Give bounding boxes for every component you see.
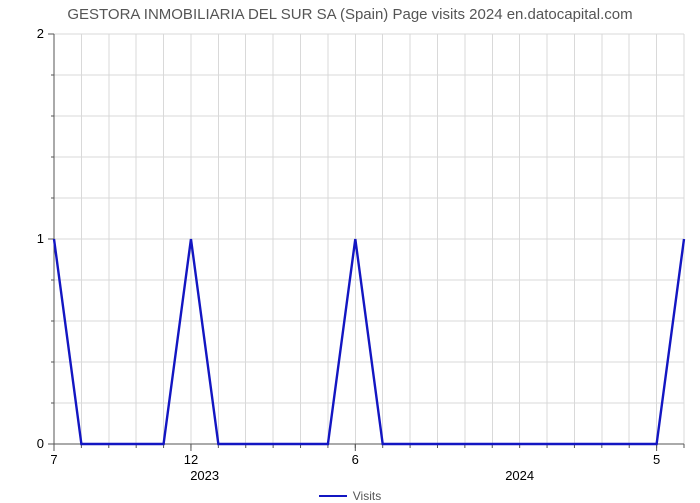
svg-text:2: 2 (37, 26, 44, 41)
legend-label: Visits (353, 489, 381, 503)
visits-line (54, 239, 684, 444)
chart-container: GESTORA INMOBILIARIA DEL SUR SA (Spain) … (0, 0, 700, 500)
svg-text:2023: 2023 (190, 468, 219, 483)
svg-text:0: 0 (37, 436, 44, 451)
svg-text:7: 7 (50, 452, 57, 467)
legend: Visits (0, 484, 700, 503)
legend-item-visits: Visits (319, 489, 381, 503)
svg-text:5: 5 (653, 452, 660, 467)
legend-swatch (319, 495, 347, 497)
svg-text:12: 12 (184, 452, 198, 467)
svg-text:1: 1 (37, 231, 44, 246)
svg-text:6: 6 (352, 452, 359, 467)
svg-text:2024: 2024 (505, 468, 534, 483)
plot-area: 0127126520232024 (0, 0, 700, 500)
